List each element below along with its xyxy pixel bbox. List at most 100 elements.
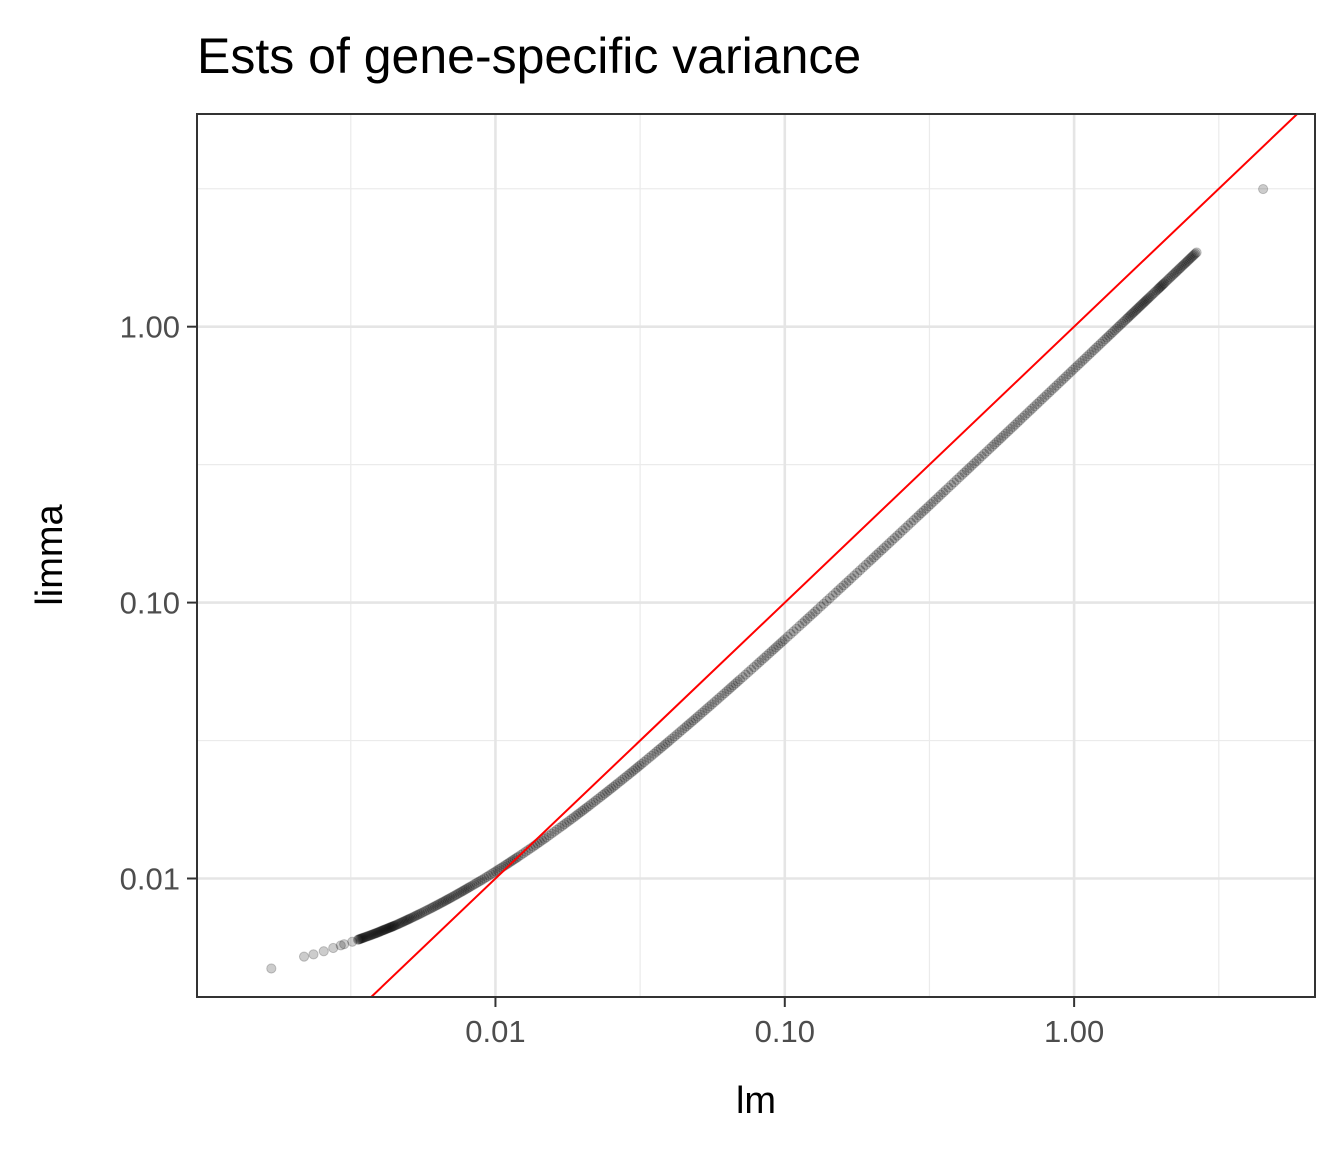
data-point <box>443 893 455 904</box>
data-point <box>1169 268 1180 279</box>
data-point <box>714 692 725 703</box>
data-point <box>353 934 365 945</box>
data-point <box>721 686 732 697</box>
data-point <box>442 894 453 905</box>
data-point <box>674 727 685 738</box>
data-point <box>504 857 515 868</box>
data-point <box>1088 344 1100 356</box>
data-point <box>1145 290 1156 302</box>
data-point <box>394 918 405 929</box>
data-point <box>1144 292 1155 303</box>
data-point <box>1097 336 1109 347</box>
data-point <box>646 750 657 761</box>
data-point <box>1184 254 1195 265</box>
data-point <box>585 799 597 810</box>
data-point <box>702 703 713 714</box>
data-point <box>617 774 628 785</box>
data-point <box>1125 309 1136 321</box>
data-point <box>381 923 392 935</box>
data-point <box>824 593 835 604</box>
data-point <box>429 901 440 912</box>
data-point <box>913 510 924 521</box>
data-point <box>492 865 503 876</box>
data-point <box>356 933 367 944</box>
data-point <box>459 885 470 896</box>
data-point <box>1046 385 1057 396</box>
data-point <box>737 671 748 683</box>
data-point <box>676 725 688 736</box>
data-point <box>1060 371 1072 382</box>
data-point <box>507 855 519 866</box>
data-point <box>1012 417 1023 428</box>
data-point <box>1084 349 1095 360</box>
data-point <box>679 722 690 734</box>
data-point <box>358 932 369 943</box>
data-point <box>692 711 703 722</box>
y-tick-label: 0.10 <box>120 586 180 621</box>
data-point <box>447 891 458 902</box>
data-point <box>367 929 378 940</box>
data-point <box>1180 257 1191 269</box>
data-point <box>318 946 329 957</box>
y-axis-title: limma <box>29 503 71 605</box>
data-point <box>838 580 849 591</box>
data-point <box>1101 332 1113 343</box>
data-point <box>551 824 562 835</box>
data-point <box>756 655 767 666</box>
data-point <box>539 833 550 844</box>
data-point <box>1017 412 1028 423</box>
data-point <box>377 925 388 936</box>
data-point <box>1187 250 1199 261</box>
data-point <box>669 731 680 742</box>
data-point <box>704 701 715 712</box>
data-point <box>450 889 461 901</box>
data-point <box>1116 318 1127 329</box>
data-point <box>959 467 970 478</box>
data-point <box>905 517 917 528</box>
data-point <box>961 465 973 476</box>
plot-panel <box>196 113 1316 998</box>
data-point <box>653 744 664 756</box>
data-point <box>369 928 381 939</box>
data-point <box>1173 264 1184 275</box>
data-point <box>734 674 746 685</box>
data-point <box>1190 248 1201 259</box>
data-point <box>434 898 445 909</box>
data-point <box>996 432 1007 444</box>
data-point <box>564 815 575 826</box>
data-point <box>641 754 652 766</box>
data-point <box>989 439 1000 450</box>
data-point <box>469 879 480 890</box>
data-point <box>308 949 319 960</box>
data-point <box>1166 270 1177 282</box>
data-point <box>595 791 606 803</box>
data-point <box>1133 302 1144 313</box>
data-point <box>382 923 393 934</box>
data-point <box>392 919 403 930</box>
data-point <box>1079 353 1090 364</box>
data-point <box>437 896 448 908</box>
data-point <box>610 780 621 791</box>
data-point <box>833 585 844 596</box>
data-point <box>355 933 366 944</box>
data-point <box>608 781 619 792</box>
data-point <box>485 869 497 880</box>
data-point <box>604 785 615 796</box>
data-point <box>424 903 435 915</box>
data-point <box>460 884 471 895</box>
data-point <box>743 666 754 678</box>
data-point <box>699 705 710 716</box>
data-point <box>648 748 660 759</box>
data-point <box>601 786 613 797</box>
data-point <box>1081 351 1093 362</box>
data-point <box>339 939 350 950</box>
data-point <box>759 652 770 664</box>
data-point <box>354 933 365 945</box>
data-point <box>298 951 310 962</box>
identity-reference-line <box>370 113 1298 998</box>
x-tick-label: 0.10 <box>755 1014 815 1049</box>
data-point <box>683 719 694 730</box>
data-point <box>956 469 968 480</box>
data-point <box>804 611 816 622</box>
data-point <box>1135 300 1147 311</box>
